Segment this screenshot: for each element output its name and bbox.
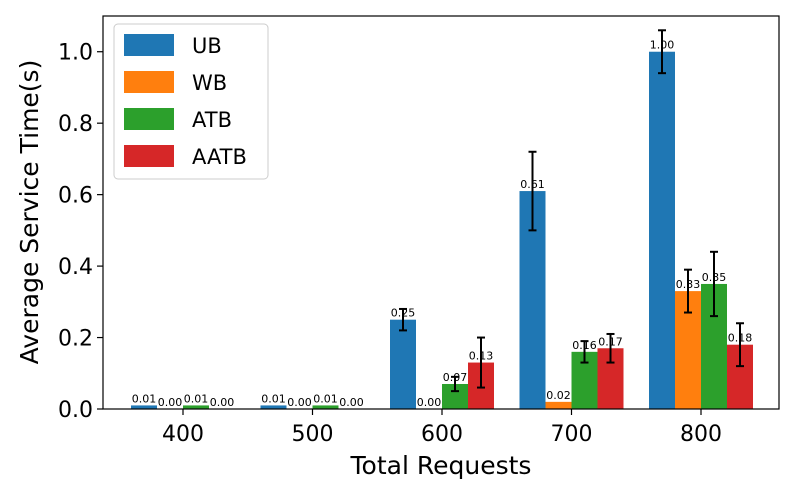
x-tick-label: 700 xyxy=(551,422,593,447)
legend-label: ATB xyxy=(192,108,232,132)
data-label-wb-800: 0.33 xyxy=(676,278,701,291)
bar-atb-500 xyxy=(312,405,339,409)
data-label-ub-400: 0.01 xyxy=(132,392,157,405)
bar-ub-600 xyxy=(390,319,416,409)
y-tick-label: 0.8 xyxy=(58,112,93,137)
error-bar-aatb-700 xyxy=(606,332,615,364)
legend-box xyxy=(113,23,269,180)
data-label-atb-600: 0.07 xyxy=(443,371,468,384)
data-label-ub-500: 0.01 xyxy=(261,392,286,405)
y-tick-label: 0.2 xyxy=(58,327,93,352)
bar-ub-800 xyxy=(649,51,675,410)
data-label-ub-700: 0.61 xyxy=(520,178,545,191)
y-tick-label: 0.6 xyxy=(58,184,93,209)
legend-swatch xyxy=(124,108,174,130)
data-label-wb-500: 0.00 xyxy=(287,396,312,409)
data-label-aatb-500: 0.00 xyxy=(339,396,364,409)
legend-item-ub: UB xyxy=(124,34,222,58)
y-tick-label: 1.0 xyxy=(58,41,93,66)
x-axis-title: Total Requests xyxy=(350,451,532,480)
y-tick-label: 0.0 xyxy=(58,398,93,423)
legend-item-wb: WB xyxy=(124,71,227,95)
data-label-wb-700: 0.02 xyxy=(546,389,571,402)
error-bar-atb-600 xyxy=(451,375,459,393)
bar-atb-400 xyxy=(183,405,209,409)
legend-swatch xyxy=(124,71,174,93)
data-label-aatb-600: 0.13 xyxy=(469,350,494,363)
data-label-aatb-700: 0.17 xyxy=(598,335,623,348)
data-label-wb-600: 0.00 xyxy=(417,396,442,409)
bar-ub-400 xyxy=(131,405,157,409)
data-label-ub-600: 0.25 xyxy=(391,307,416,320)
error-bar-atb-800 xyxy=(710,250,718,318)
error-bars-layer xyxy=(399,29,744,393)
x-tick-label: 800 xyxy=(680,422,722,447)
data-label-atb-700: 0.16 xyxy=(572,339,597,352)
data-label-atb-400: 0.01 xyxy=(184,392,209,405)
data-label-atb-500: 0.01 xyxy=(313,392,338,405)
error-bar-aatb-800 xyxy=(736,322,744,368)
error-bar-atb-700 xyxy=(580,340,589,364)
error-bar-wb-800 xyxy=(684,268,692,314)
data-label-aatb-800: 0.18 xyxy=(728,332,753,345)
y-axis: 0.0 0.2 0.4 0.6 0.8 1.0 xyxy=(58,41,103,423)
bar-wb-700 xyxy=(545,401,572,409)
legend-label: AATB xyxy=(192,145,247,169)
error-bar-ub-800 xyxy=(658,29,666,75)
x-tick-label: 500 xyxy=(292,422,334,447)
legend-label: WB xyxy=(192,71,227,95)
plot-frame xyxy=(102,15,780,410)
data-label-wb-400: 0.00 xyxy=(158,396,183,409)
legend-item-aatb: AATB xyxy=(124,145,247,169)
error-bar-ub-600 xyxy=(399,307,407,332)
legend: UB WB ATB AATB xyxy=(113,23,269,180)
data-label-atb-800: 0.35 xyxy=(702,271,727,284)
legend-label: UB xyxy=(192,34,222,58)
data-labels-layer: 0.01 0.01 0.25 0.61 1.00 0.00 0.00 0.00 0.02 0.33… xyxy=(132,39,753,409)
data-label-aatb-400: 0.00 xyxy=(210,396,235,409)
x-tick-label: 600 xyxy=(421,422,463,447)
data-label-ub-800: 1.00 xyxy=(650,39,675,52)
y-tick-label: 0.4 xyxy=(58,255,93,280)
error-bar-aatb-600 xyxy=(477,336,485,389)
legend-swatch xyxy=(124,145,174,167)
legend-swatch xyxy=(124,34,174,56)
error-bar-ub-700 xyxy=(528,150,537,232)
x-tick-label: 400 xyxy=(162,422,204,447)
bar-ub-500 xyxy=(260,405,287,409)
x-axis: 400 500 600 700 800 xyxy=(162,409,722,447)
y-axis-title: Average Service Time(s) xyxy=(15,60,44,365)
legend-item-atb: ATB xyxy=(124,108,232,132)
